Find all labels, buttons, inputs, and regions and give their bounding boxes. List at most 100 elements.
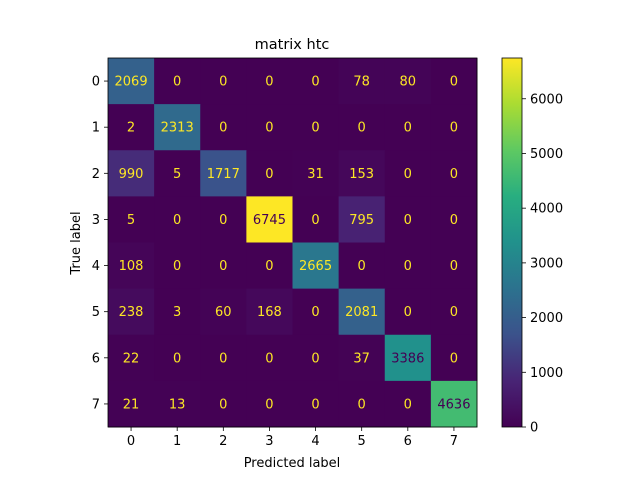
heatmap-cell [430, 288, 478, 336]
x-tick-label: 6 [404, 434, 412, 449]
heatmap-cell [108, 150, 155, 197]
cell-value-label: 0 [311, 397, 319, 412]
cell-value-label: 0 [265, 167, 273, 182]
heatmap-cell [384, 334, 432, 382]
cell-value-label: 0 [219, 351, 227, 366]
y-tick-label: 7 [92, 397, 100, 412]
cell-value-label: 0 [311, 75, 319, 90]
heatmap-cell [200, 242, 247, 290]
y-axis-ticks: 0 1 2 3 4 5 6 7 [92, 75, 108, 412]
cell-value-label: 0 [173, 213, 181, 228]
heatmap-cell [246, 242, 293, 290]
y-tick-label: 5 [92, 305, 100, 320]
heatmap-cell [292, 196, 340, 243]
cell-value-label: 0 [404, 305, 412, 320]
heatmap-cell [384, 380, 432, 428]
heatmap-cell [246, 58, 293, 105]
cell-value-label: 0 [358, 397, 366, 412]
matrix-frame [107, 57, 478, 428]
cell-value-label: 0 [173, 75, 181, 90]
cell-value-label: 153 [349, 167, 374, 182]
cell-value-label: 22 [123, 351, 140, 366]
y-tick-label: 1 [92, 121, 100, 136]
heatmap-cell [246, 150, 293, 197]
heatmap-cell [154, 196, 201, 243]
heatmap-cell [246, 334, 293, 382]
cell-value-label: 0 [173, 259, 181, 274]
heatmap-cell [154, 58, 201, 105]
heatmap-cell [292, 380, 340, 428]
heatmap-cell [108, 334, 155, 382]
heatmap-cell [338, 58, 386, 105]
heatmap-cell [292, 150, 340, 197]
cell-value-label: 0 [450, 351, 458, 366]
cell-value-label: 0 [265, 121, 273, 136]
heatmap-cell [246, 196, 293, 243]
heatmap-cell [430, 242, 478, 290]
cell-value-label: 0 [450, 305, 458, 320]
cell-value-label: 4636 [437, 397, 470, 412]
y-tick-label: 4 [92, 259, 100, 274]
cell-value-label: 0 [311, 305, 319, 320]
y-tick-label: 0 [92, 75, 100, 90]
heatmap-cell [384, 242, 432, 290]
x-tick-label: 2 [219, 434, 227, 449]
heatmap-cell [384, 58, 432, 105]
heatmap-cell [292, 104, 340, 151]
heatmap-cell [338, 150, 386, 197]
cell-value-label: 37 [353, 351, 370, 366]
heatmap-cell [338, 242, 386, 290]
heatmap-cell [338, 104, 386, 151]
heatmap-cell [108, 196, 155, 243]
cell-value-label: 21 [123, 397, 140, 412]
heatmap-cell [430, 150, 478, 197]
colorbar-tick-label: 4000 [530, 202, 563, 217]
cell-value-label: 0 [173, 351, 181, 366]
heatmap-cell [200, 150, 247, 197]
cell-value-label: 60 [215, 305, 232, 320]
cell-value-label: 0 [311, 213, 319, 228]
cell-value-label: 2069 [115, 75, 148, 90]
heatmap-cell [200, 288, 247, 336]
cell-value-label: 80 [400, 75, 417, 90]
heatmap-cell [292, 242, 340, 290]
cell-value-label: 78 [353, 75, 370, 90]
x-axis-ticks: 0 1 2 3 4 5 6 7 [127, 427, 458, 449]
cell-value-label: 0 [404, 397, 412, 412]
cell-value-label: 2665 [299, 259, 332, 274]
cell-value-label: 5 [127, 213, 135, 228]
heatmap-cell [384, 196, 432, 243]
heatmap-cell [292, 288, 340, 336]
cell-value-label: 0 [404, 167, 412, 182]
cell-value-label: 0 [311, 351, 319, 366]
cell-value-label: 3 [173, 305, 181, 320]
heatmap-cell [154, 334, 201, 382]
cell-value-label: 3386 [391, 351, 424, 366]
heatmap-cell [108, 288, 155, 336]
heatmap-cell [246, 288, 293, 336]
heatmap-cell [292, 334, 340, 382]
heatmap-cell [338, 380, 386, 428]
chart-title: matrix htc [255, 37, 330, 53]
heatmap-cell [154, 104, 201, 151]
heatmap-cell [246, 104, 293, 151]
x-tick-label: 5 [358, 434, 366, 449]
heatmap-cell [108, 242, 155, 290]
heatmap-cell [430, 380, 478, 428]
colorbar-ticks: 0 1000 2000 3000 4000 5000 6000 [522, 92, 563, 436]
cell-value-label: 13 [169, 397, 186, 412]
heatmap-cell [200, 196, 247, 243]
heatmap-cell [292, 58, 340, 105]
heatmap-cell [154, 242, 201, 290]
heatmap-cell [338, 196, 386, 243]
heatmap-cell [108, 380, 155, 428]
cell-value-label: 0 [450, 167, 458, 182]
cell-value-label: 0 [450, 75, 458, 90]
heatmap-cell [200, 104, 247, 151]
heatmap-cell [430, 334, 478, 382]
x-tick-label: 4 [311, 434, 319, 449]
heatmap-cells [108, 58, 478, 428]
